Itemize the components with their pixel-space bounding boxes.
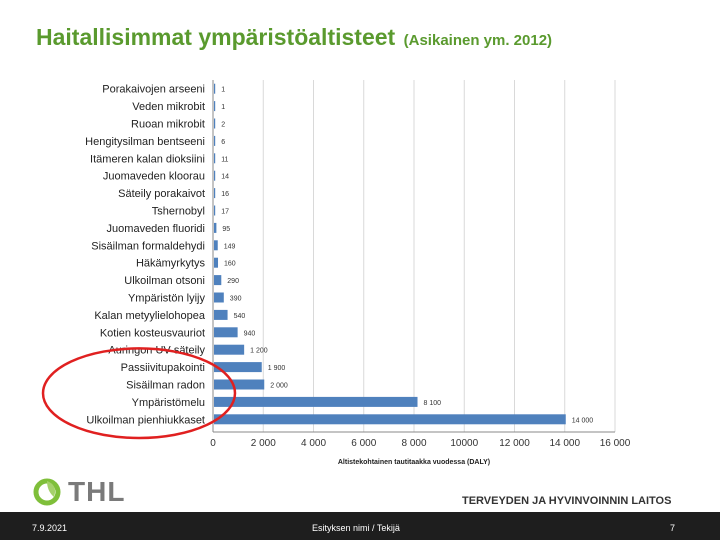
value-label: 1: [221, 104, 225, 111]
bar: [214, 275, 222, 286]
bar: [214, 344, 245, 355]
bar: [214, 83, 216, 94]
value-label: 540: [234, 313, 246, 320]
value-label: 390: [230, 296, 242, 303]
bar: [214, 414, 566, 425]
thl-leaf-icon: [33, 478, 61, 506]
category-label: Passiivitupakointi: [121, 362, 205, 374]
value-label: 1 900: [268, 365, 286, 372]
title-citation: (Asikainen ym. 2012): [403, 32, 553, 49]
category-label: Ympäristön lyijy: [128, 293, 206, 305]
bar: [214, 222, 217, 233]
bar: [214, 327, 238, 338]
category-label: Juomaveden fluoridi: [107, 223, 205, 235]
value-label: 16: [221, 191, 229, 198]
page-number: 7: [670, 523, 676, 533]
value-label: 14: [221, 174, 229, 181]
value-label: 14 000: [572, 417, 594, 424]
x-tick-label: 6 000: [351, 438, 376, 449]
category-label: Kotien kosteusvauriot: [100, 327, 205, 339]
category-label: Tshernobyl: [152, 206, 205, 218]
value-label: 95: [222, 226, 230, 233]
category-label: Kalan metyylielohopea: [94, 310, 206, 322]
thl-logo-text: THL: [68, 476, 126, 507]
footer-bar: 7.9.2021 Esityksen nimi / Tekijä 7: [0, 512, 720, 540]
x-tick-label: 8 000: [401, 438, 426, 449]
x-tick-label: 0: [210, 438, 216, 449]
value-label: 149: [224, 243, 236, 250]
x-tick-label: 14 000: [549, 438, 580, 449]
category-label: Porakaivojen arseeni: [102, 84, 205, 96]
bar: [214, 135, 216, 146]
footer-date: 7.9.2021: [32, 523, 68, 533]
bar: [214, 362, 262, 373]
x-tick-label: 4 000: [301, 438, 326, 449]
thl-logo: THL: [32, 476, 125, 508]
category-label: Juomaveden kloorau: [103, 171, 205, 183]
bar: [214, 309, 228, 320]
bar-chart: Porakaivojen arseeni 1 Veden mikrobit 1 Ruoa…: [41, 80, 631, 466]
slide-title: Haitallisimmat ympäristöaltisteet (Asika…: [36, 24, 552, 51]
value-label: 290: [227, 278, 239, 285]
x-tick-label: 10000: [450, 438, 478, 449]
bar: [214, 170, 216, 181]
bar: [214, 153, 216, 164]
bar: [214, 101, 216, 112]
bar: [214, 396, 418, 407]
category-label: Hengitysilman bentseeni: [85, 136, 205, 148]
footer-presenter: Esityksen nimi / Tekijä: [312, 523, 400, 533]
value-label: 940: [244, 330, 256, 337]
value-label: 17: [221, 209, 229, 216]
x-tick-label: 16 000: [600, 438, 631, 449]
value-label: 11: [221, 156, 228, 163]
value-label: 1: [221, 87, 225, 94]
value-label: 160: [224, 261, 236, 268]
highlight-ellipse: [41, 347, 237, 440]
category-label: Veden mikrobit: [132, 101, 205, 113]
bar: [214, 240, 218, 251]
x-tick-label: 12 000: [499, 438, 530, 449]
value-label: 1 200: [250, 348, 268, 355]
bar: [214, 118, 216, 129]
bar: [214, 188, 216, 199]
x-axis-title: Altistekohtainen tautitaakka vuodessa (D…: [338, 459, 490, 466]
bar: [214, 379, 265, 390]
category-label: Ulkoilman otsoni: [124, 275, 205, 287]
value-label: 8 100: [424, 400, 442, 407]
organization-name: TERVEYDEN JA HYVINVOINNIN LAITOS: [462, 495, 672, 507]
category-label: Sisäilman radon: [126, 380, 205, 392]
category-label: Häkämyrkytys: [136, 258, 206, 270]
category-label: Ympäristömelu: [132, 397, 205, 409]
category-label: Sisäilman formaldehydi: [91, 240, 205, 252]
value-label: 2 000: [270, 383, 288, 390]
bar: [214, 205, 216, 216]
category-label: Itämeren kalan dioksiini: [90, 153, 205, 165]
bar: [214, 292, 224, 303]
value-label: 6: [221, 139, 225, 146]
bar: [214, 257, 219, 268]
title-main: Haitallisimmat ympäristöaltisteet: [36, 24, 396, 50]
category-label: Ruoan mikrobit: [131, 119, 205, 131]
value-label: 2: [221, 122, 225, 129]
category-label: Ulkoilman pienhiukkaset: [86, 414, 205, 426]
x-tick-label: 2 000: [251, 438, 276, 449]
category-label: Säteily porakaivot: [118, 188, 205, 200]
